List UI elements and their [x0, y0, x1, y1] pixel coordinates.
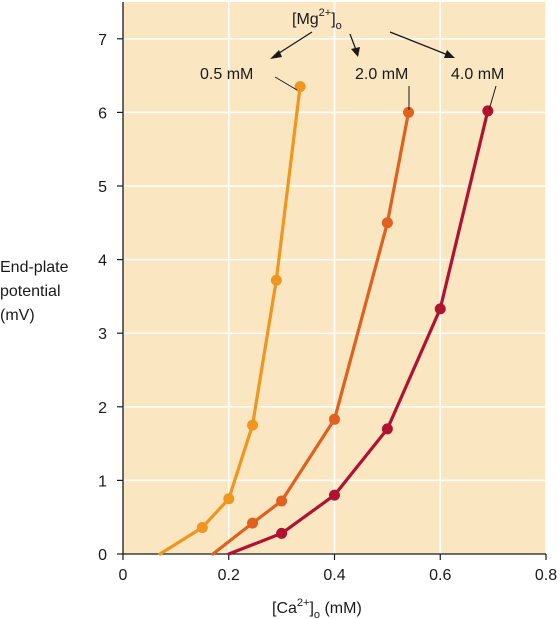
arrow-to-0-5: [275, 31, 313, 56]
y-axis-label-line-2: potential: [0, 283, 61, 300]
x-tick-label-3: 0.6: [429, 567, 451, 584]
data-point-1-1: [276, 495, 288, 507]
arrowhead-0-5: [270, 50, 282, 59]
x-axis-label-rest: (mM): [320, 600, 362, 617]
y-tick-label-3: 3: [98, 326, 107, 343]
series-label-1: 2.0 mM: [355, 66, 408, 83]
leader-0-5: [274, 76, 298, 91]
y-axis-label-line-1: End-plate: [0, 259, 69, 276]
leader-4-0: [488, 85, 497, 111]
arrow-heads: [270, 47, 455, 59]
y-tick-label-5: 5: [98, 179, 107, 196]
arrow-to-4-0: [389, 31, 449, 56]
series-2: [227, 105, 494, 556]
x-tick-label-0: 0: [119, 567, 128, 584]
y-tick-label-6: 6: [98, 105, 107, 122]
x-axis-label: [Ca2+]o (mM): [272, 597, 362, 619]
data-point-2-3: [434, 303, 446, 315]
series-label-2: 4.0 mM: [451, 66, 504, 83]
series-layer: [158, 81, 494, 556]
data-point-2-2: [381, 423, 393, 435]
x-axis-label-sup: 2+: [297, 597, 310, 609]
series-1: [211, 106, 415, 556]
data-point-2-4: [482, 105, 494, 117]
data-point-0-4: [294, 81, 306, 93]
mg-annotation-label: [Mg2+]o: [292, 7, 342, 32]
data-point-0-1: [223, 493, 235, 505]
x-tick-label-1: 0.2: [218, 567, 240, 584]
y-axis-label-line-3: (mV): [0, 307, 35, 324]
arrowhead-2-0: [351, 47, 360, 57]
x-axis-label-sub: o: [314, 609, 320, 619]
data-point-0-2: [247, 419, 259, 431]
y-axis-label: End-plate potential (mV): [0, 259, 69, 324]
x-axis-label-base: [Ca: [272, 600, 297, 617]
data-point-1-0: [247, 517, 259, 529]
x-tick-label-2: 0.4: [323, 567, 345, 584]
series-0: [158, 81, 306, 556]
y-tick-label-7: 7: [98, 32, 107, 49]
series-line-0: [158, 85, 302, 556]
mg-label-base: [Mg: [292, 11, 319, 28]
grid: [123, 2, 547, 554]
arrow-to-2-0: [349, 33, 357, 51]
mg-label-sup: 2+: [319, 7, 332, 19]
data-point-1-2: [329, 413, 340, 425]
annotation-arrows: [275, 31, 449, 56]
mg-label-close: ]: [331, 11, 335, 28]
data-point-1-4: [403, 106, 415, 118]
series-line-1: [211, 110, 411, 556]
axes: 0 0.2 0.4 0.6 0.8 0 1 2 3 4 5 6 7: [98, 2, 557, 584]
x-axis-label-close: ]: [309, 600, 313, 617]
y-tick-label-1: 1: [98, 473, 107, 490]
data-point-2-1: [329, 489, 340, 501]
data-point-1-3: [381, 217, 393, 229]
data-point-0-0: [196, 522, 208, 534]
data-point-2-0: [276, 527, 288, 539]
data-point-0-3: [270, 274, 282, 286]
x-tick-label-4: 0.8: [535, 567, 557, 584]
label-leaders: [274, 76, 497, 111]
series-label-0: 0.5 mM: [200, 66, 253, 83]
series-line-2: [227, 109, 490, 556]
y-tick-label-0: 0: [98, 547, 107, 564]
y-tick-label-2: 2: [98, 400, 107, 417]
arrowhead-4-0: [444, 50, 455, 58]
y-tick-label-4: 4: [98, 253, 107, 270]
mg-label-sub: o: [336, 20, 342, 32]
